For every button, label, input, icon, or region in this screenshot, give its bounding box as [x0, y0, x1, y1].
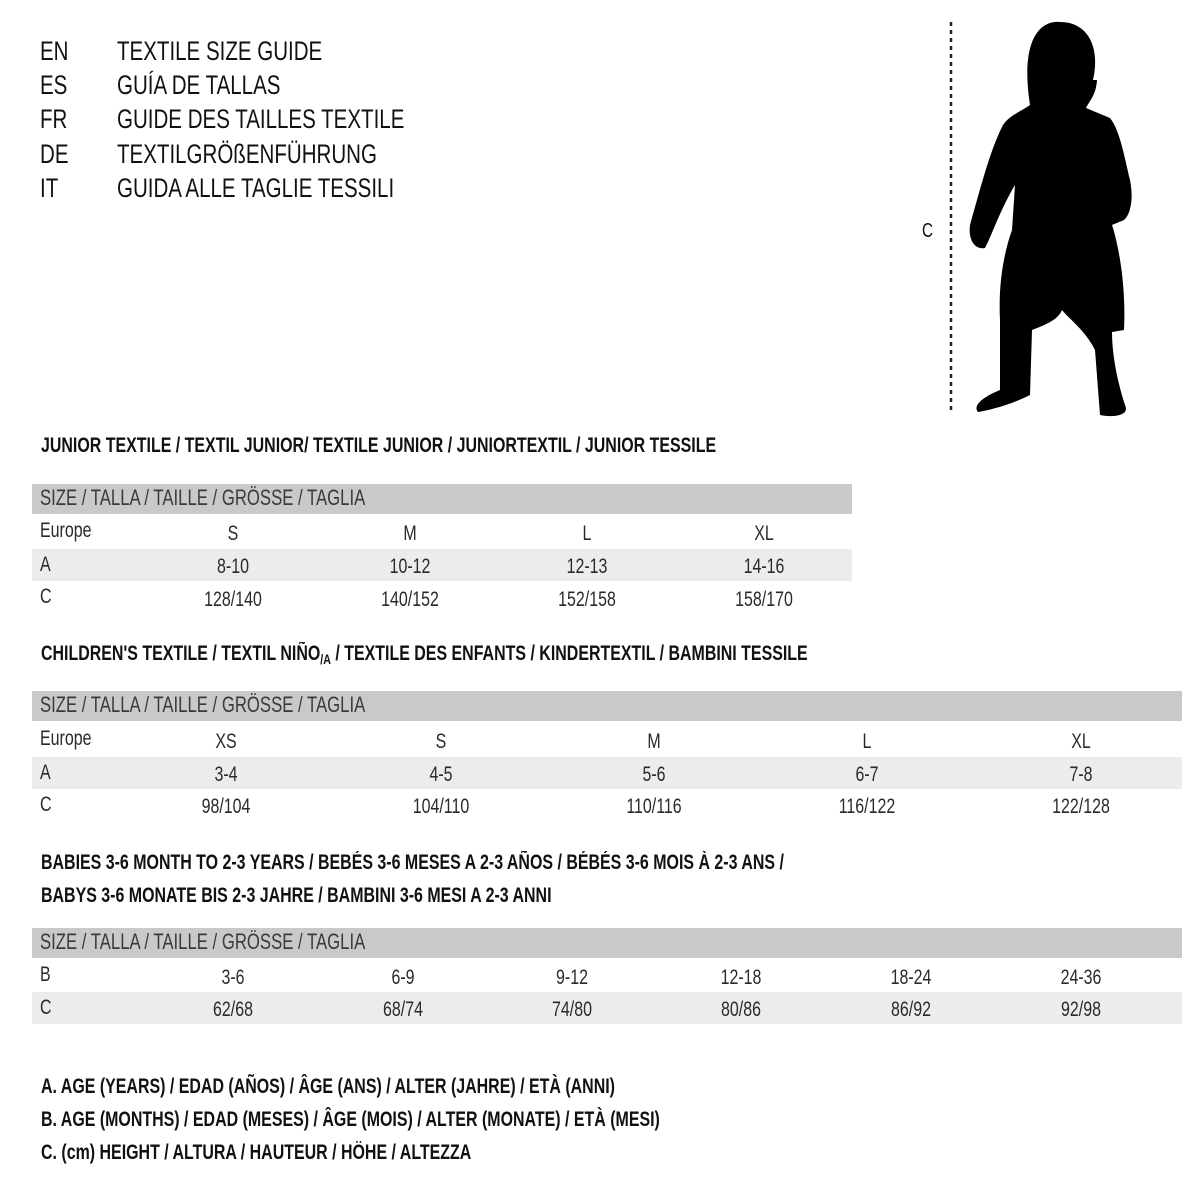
row-label: Europe [40, 519, 92, 542]
table-cell: 3-4 [214, 763, 238, 786]
table-cell: 7-8 [1069, 763, 1093, 786]
table-cell: 62/68 [213, 998, 253, 1021]
table-cell: 140/152 [381, 588, 439, 611]
legend-item: A. AGE (YEARS) / EDAD (AÑOS) / ÂGE (ANS)… [41, 1075, 615, 1098]
size-header-label: SIZE / TALLA / TAILLE / GRÖSSE / TAGLIA [40, 485, 366, 510]
table-cell: 4-5 [429, 763, 453, 786]
row-band [32, 992, 1182, 1024]
table-cell: 10-12 [389, 555, 431, 578]
size-header-label: SIZE / TALLA / TAILLE / GRÖSSE / TAGLIA [40, 929, 366, 954]
table-cell: 9-12 [556, 966, 588, 989]
table-cell: 3-6 [221, 966, 245, 989]
lang-code: FR [40, 104, 68, 134]
babies-title-line2: BABYS 3-6 MONATE BIS 2-3 JAHRE / BAMBINI… [41, 884, 552, 907]
height-label: C [922, 220, 933, 242]
row-label: Europe [40, 727, 92, 750]
lang-code: IT [40, 173, 59, 203]
child-silhouette [969, 21, 1132, 417]
title-part: / TEXTILE DES ENFANTS / KINDERTEXTIL / B… [330, 642, 808, 665]
table-cell: XL [1071, 730, 1091, 753]
table-cell: XL [754, 522, 774, 545]
table-cell: L [582, 522, 592, 545]
table-cell: 24-36 [1060, 966, 1102, 989]
lang-code: EN [40, 36, 69, 66]
table-cell: 12-13 [566, 555, 608, 578]
table-cell: 116/122 [838, 795, 896, 818]
legend-item: C. (cm) HEIGHT / ALTURA / HAUTEUR / HÖHE… [41, 1141, 472, 1164]
table-cell: 14-16 [743, 555, 785, 578]
table-cell: 80/86 [721, 998, 761, 1021]
table-cell: 92/98 [1061, 998, 1101, 1021]
table-cell: 128/140 [204, 588, 262, 611]
table-cell: 104/110 [412, 795, 470, 818]
junior-title: JUNIOR TEXTILE / TEXTIL JUNIOR/ TEXTILE … [41, 434, 717, 457]
table-cell: 18-24 [890, 966, 932, 989]
table-cell: 152/158 [558, 588, 616, 611]
table-cell: 6-9 [391, 966, 415, 989]
row-label: C [40, 585, 52, 608]
table-cell: 74/80 [552, 998, 592, 1021]
table-cell: 158/170 [735, 588, 793, 611]
row-label: C [40, 793, 52, 816]
lang-title: TEXTILGRÖßENFÜHRUNG [117, 139, 377, 169]
table-cell: 6-7 [855, 763, 879, 786]
lang-code: ES [40, 70, 68, 100]
lang-title: GUIDE DES TAILLES TEXTILE [117, 104, 405, 134]
size-header-label: SIZE / TALLA / TAILLE / GRÖSSE / TAGLIA [40, 692, 366, 717]
table-cell: S [435, 730, 447, 753]
table-cell: XS [215, 730, 237, 753]
row-band [32, 549, 852, 581]
children-size-header [32, 691, 1182, 721]
table-cell: 12-18 [720, 966, 762, 989]
table-cell: L [862, 730, 872, 753]
babies-title-line1: BABIES 3-6 MONTH TO 2-3 YEARS / BEBÉS 3-… [41, 851, 784, 874]
table-cell: 5-6 [642, 763, 666, 786]
legend-item: B. AGE (MONTHS) / EDAD (MESES) / ÂGE (MO… [41, 1108, 660, 1131]
table-cell: M [647, 730, 661, 753]
row-label: A [40, 761, 51, 784]
row-label: B [40, 963, 51, 986]
lang-code: DE [40, 139, 69, 169]
row-band [32, 757, 1182, 789]
lang-title: TEXTILE SIZE GUIDE [117, 36, 323, 66]
row-label: C [40, 996, 52, 1019]
title-subscript: /A [320, 651, 331, 667]
child-silhouette-icon [949, 21, 1132, 417]
title-part: CHILDREN'S TEXTILE / TEXTIL NIÑO [41, 642, 321, 665]
lang-title: GUIDA ALLE TAGLIE TESSILI [117, 173, 395, 203]
table-cell: 8-10 [217, 555, 249, 578]
lang-title: GUÍA DE TALLAS [117, 70, 281, 100]
table-cell: 86/92 [891, 998, 931, 1021]
children-title: CHILDREN'S TEXTILE / TEXTIL NIÑO/A / TEX… [41, 643, 808, 666]
table-cell: 110/116 [626, 795, 682, 818]
table-cell: 122/128 [1052, 795, 1110, 818]
junior-size-header [32, 484, 852, 514]
table-cell: M [403, 522, 417, 545]
table-cell: 68/74 [383, 998, 423, 1021]
table-cell: 98/104 [201, 795, 251, 818]
row-label: A [40, 553, 51, 576]
babies-size-header [32, 928, 1182, 958]
table-cell: S [227, 522, 239, 545]
